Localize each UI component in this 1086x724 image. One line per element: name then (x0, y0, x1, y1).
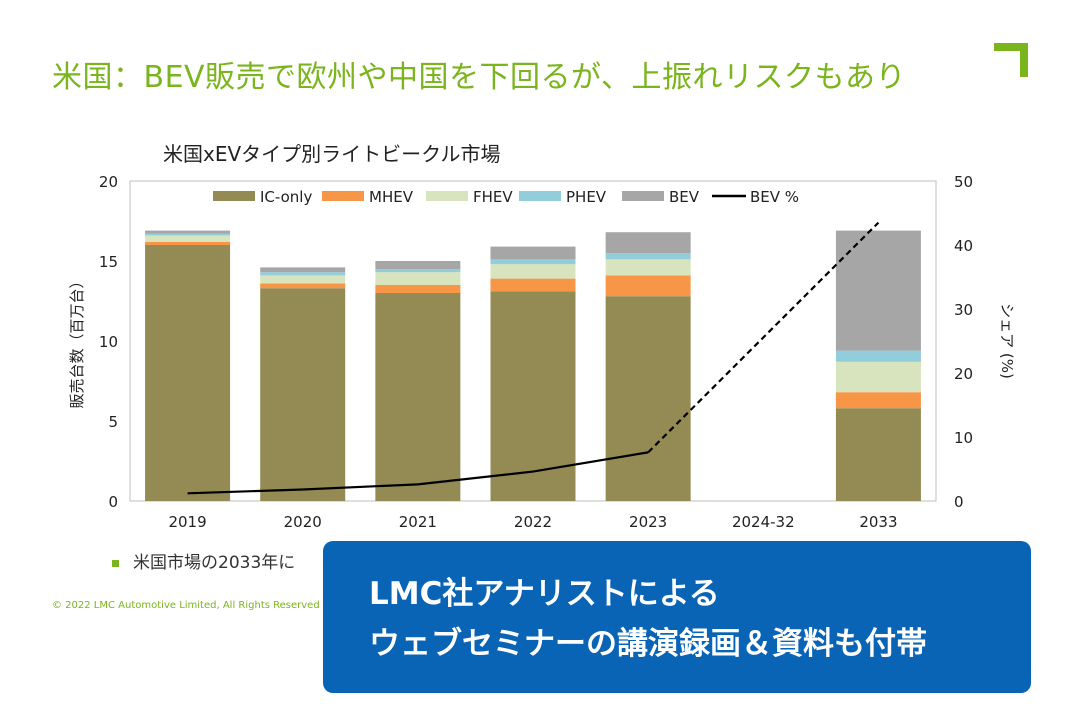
webinar-promo-banner[interactable]: LMC社アナリストによる ウェブセミナーの講演録画＆資料も付帯 (323, 541, 1031, 693)
x-tick-label: 2022 (514, 513, 552, 531)
bar-segment-ic-only-2023 (605, 296, 691, 501)
bar-segment-fhev-2023 (605, 259, 691, 276)
bar-segment-mhev-2033 (835, 392, 921, 409)
bar-segment-ic-only-2021 (375, 293, 461, 501)
corner-logo-mark (994, 43, 1028, 77)
bar-segment-phev-2022 (490, 259, 576, 265)
bar-segment-mhev-2023 (605, 275, 691, 297)
legend-label: BEV % (750, 188, 799, 206)
bullet-square-icon (112, 559, 119, 567)
bar-segment-phev-2019 (145, 233, 231, 236)
legend-label: IC-only (260, 188, 312, 206)
bar-segment-fhev-2022 (490, 264, 576, 279)
y2-tick-label: 0 (954, 493, 964, 511)
bar-segment-bev-2023 (605, 232, 691, 253)
bev-share-forecast-segment (647, 221, 880, 454)
bar-segment-bev-2022 (490, 246, 576, 260)
legend-label: MHEV (369, 188, 414, 206)
bar-segment-fhev-2020 (260, 275, 346, 284)
bar-segment-mhev-2021 (375, 285, 461, 293)
bar-segment-bev-2021 (375, 261, 461, 269)
bev-share-line-segment (302, 483, 418, 491)
y-tick-label: 20 (99, 173, 118, 191)
bar-segment-ic-only-2022 (490, 291, 576, 501)
x-tick-label: 2023 (629, 513, 667, 531)
x-tick-label: 2033 (859, 513, 897, 531)
legend-swatch (322, 191, 364, 201)
x-tick-label: 2019 (168, 513, 206, 531)
y-tick-label: 5 (108, 413, 118, 431)
y2-axis-title: シェア (%) (998, 303, 1016, 379)
bar-segment-fhev-2033 (835, 361, 921, 393)
bev-share-line-segment (187, 488, 303, 495)
bar-segment-phev-2033 (835, 350, 921, 362)
bar-segment-phev-2023 (605, 253, 691, 260)
bullet-note: 米国市場の2033年に (112, 548, 295, 573)
bar-segment-fhev-2021 (375, 272, 461, 285)
legend-label: FHEV (473, 188, 513, 206)
legend-swatch (622, 191, 664, 201)
legend-swatch (426, 191, 468, 201)
bar-segment-ic-only-2019 (145, 245, 231, 501)
y-tick-label: 15 (99, 253, 118, 271)
bar-segment-bev-2020 (260, 267, 346, 273)
chart-title: 米国xEVタイプ別ライトビークル市場 (163, 142, 501, 166)
y2-tick-label: 20 (954, 365, 973, 383)
y2-tick-label: 30 (954, 301, 973, 319)
slide-title: 米国：BEV販売で欧州や中国を下回るが、上振れリスクもあり (52, 60, 906, 95)
y2-tick-label: 50 (954, 173, 973, 191)
x-tick-label: 2024-32 (732, 513, 795, 531)
bar-segment-phev-2020 (260, 272, 346, 276)
bar-segment-bev-2019 (145, 230, 231, 234)
legend-swatch (213, 191, 255, 201)
promo-line-1: LMC社アナリストによる (369, 576, 720, 612)
bar-segment-bev-2033 (835, 230, 921, 351)
legend-label: PHEV (566, 188, 607, 206)
bullet-text: 米国市場の2033年に (133, 553, 296, 573)
bar-segment-mhev-2022 (490, 278, 576, 292)
copyright-notice: © 2022 LMC Automotive Limited, All Right… (52, 600, 320, 611)
bar-segment-fhev-2019 (145, 235, 231, 242)
bar-segment-ic-only-2020 (260, 288, 346, 501)
y2-tick-label: 10 (954, 429, 973, 447)
bev-share-line-segment (417, 470, 534, 486)
bar-segment-mhev-2019 (145, 241, 231, 245)
bar-segment-mhev-2020 (260, 283, 346, 289)
y-tick-label: 0 (108, 493, 118, 511)
promo-line-2: ウェブセミナーの講演録画＆資料も付帯 (369, 626, 927, 662)
x-tick-label: 2021 (399, 513, 437, 531)
y-axis-title: 販売台数（百万台） (68, 273, 86, 408)
x-tick-label: 2020 (284, 513, 322, 531)
y2-tick-label: 40 (954, 237, 973, 255)
bar-segment-phev-2021 (375, 269, 461, 273)
legend-label: BEV (669, 188, 700, 206)
legend-swatch (519, 191, 561, 201)
bar-segment-ic-only-2033 (835, 408, 921, 501)
y-tick-label: 10 (99, 333, 118, 351)
bev-share-line-segment (532, 451, 649, 473)
